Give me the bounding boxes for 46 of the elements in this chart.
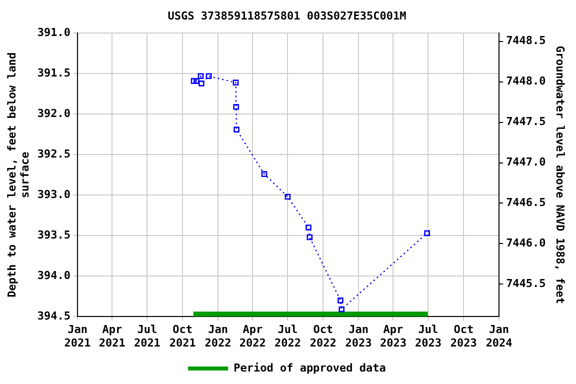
- x-tick-label: Oct 2021: [169, 323, 196, 350]
- x-tick-label: Apr 2022: [239, 323, 266, 350]
- x-tick-label: Jan 2022: [204, 323, 232, 350]
- y-tick-label: 391.5: [37, 66, 71, 80]
- point: [424, 230, 430, 236]
- legend-label: Period of approved data: [234, 361, 386, 374]
- x-tick-label: Jul 2021: [134, 323, 161, 350]
- y-tick-label: 393.0: [37, 188, 71, 201]
- point: [234, 126, 240, 132]
- x-tick-label: Jan 2024: [486, 323, 513, 350]
- y2-axis-title: Groundwater level above NAVD 1988, feet: [554, 46, 567, 304]
- y-tick-label: 392.5: [37, 148, 71, 161]
- y-axis-title: Depth to water level, feet below land surface: [5, 52, 32, 298]
- x-tick-label: Apr 2021: [98, 323, 126, 350]
- y2-tick-label: 7445.5: [506, 277, 546, 290]
- x-tick-label: Jan 2021: [64, 323, 92, 350]
- point: [198, 80, 204, 86]
- point: [306, 224, 312, 230]
- y2-tick-label: 7447.5: [506, 115, 546, 128]
- point: [338, 297, 344, 304]
- chart-title: USGS 373859118575801 003S027E35C001M: [168, 9, 407, 22]
- point: [198, 73, 204, 80]
- x-tick-label: Oct 2022: [310, 323, 336, 350]
- y-tick-label: 391.0: [37, 26, 71, 40]
- x-tick-label: Apr 2023: [380, 323, 406, 350]
- y2-tick-label: 7448.5: [506, 34, 546, 48]
- x-tick-label: Jul 2022: [274, 323, 301, 350]
- y-tick-label: 394.0: [37, 268, 71, 282]
- point: [284, 194, 291, 200]
- y2-tick-label: 7446.0: [506, 236, 546, 250]
- x-tick-label: Jul 2023: [414, 323, 442, 350]
- point: [338, 306, 345, 312]
- point: [232, 80, 239, 86]
- x-tick-label: Oct 2023: [450, 323, 477, 350]
- point: [190, 78, 197, 84]
- x-tick-label: Jan 2023: [345, 323, 372, 350]
- point: [233, 104, 240, 110]
- y-tick-label: 394.5: [37, 309, 71, 322]
- point: [206, 73, 212, 80]
- y-tick-label: 393.5: [37, 228, 71, 242]
- point: [261, 171, 268, 178]
- y2-tick-label: 7446.5: [506, 196, 546, 210]
- y2-tick-label: 7448.0: [506, 74, 546, 88]
- point: [306, 234, 313, 240]
- y2-tick-label: 7447.0: [506, 156, 546, 169]
- y-tick-label: 392.0: [37, 107, 71, 120]
